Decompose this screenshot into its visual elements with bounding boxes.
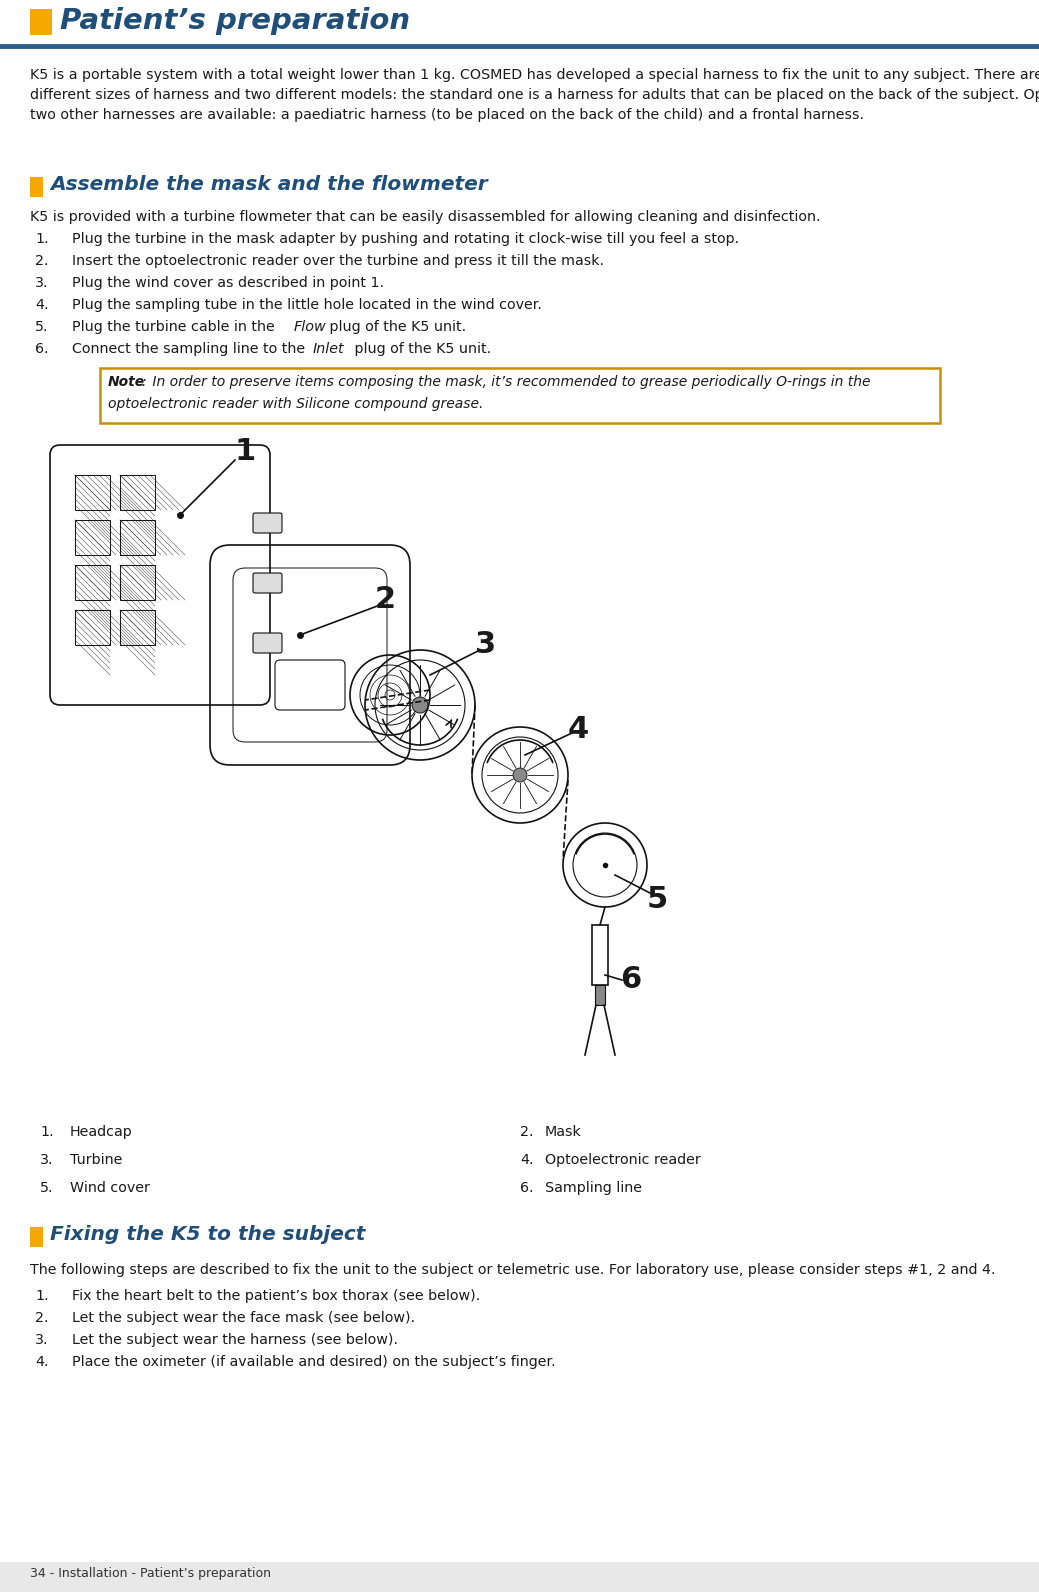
Text: Patient’s preparation: Patient’s preparation [60, 6, 410, 35]
Text: 1: 1 [235, 436, 257, 466]
Bar [75, 565, 110, 600]
Text: Turbine: Turbine [70, 1153, 123, 1167]
Text: Wind cover: Wind cover [70, 1181, 150, 1196]
Bar [30, 1227, 43, 1247]
Text: Note: Note [108, 376, 145, 388]
Text: Plug the wind cover as described in point 1.: Plug the wind cover as described in poin… [72, 275, 384, 290]
Bar [592, 925, 608, 985]
Text: Let the subject wear the harness (see below).: Let the subject wear the harness (see be… [72, 1333, 398, 1347]
Bar [119, 565, 155, 600]
Text: Flow: Flow [294, 320, 326, 334]
Text: 5: 5 [647, 885, 668, 914]
FancyBboxPatch shape [254, 573, 282, 592]
Text: 3: 3 [475, 630, 497, 659]
Text: Let the subject wear the face mask (see below).: Let the subject wear the face mask (see … [72, 1310, 416, 1325]
Text: :: : [141, 376, 145, 388]
Text: 3.: 3. [39, 1153, 53, 1167]
FancyBboxPatch shape [254, 513, 282, 533]
Text: K5 is provided with a turbine flowmeter that can be easily disassembled for allo: K5 is provided with a turbine flowmeter … [30, 210, 821, 224]
Circle shape [412, 697, 428, 713]
Text: Plug the turbine in the mask adapter by pushing and rotating it clock-wise till : Plug the turbine in the mask adapter by … [72, 232, 739, 247]
Text: 4.: 4. [520, 1153, 533, 1167]
Text: 6.: 6. [35, 342, 49, 357]
Bar [75, 610, 110, 645]
Text: 1.: 1. [39, 1126, 54, 1138]
Text: Connect the sampling line to the: Connect the sampling line to the [72, 342, 310, 357]
Text: optoelectronic reader with Silicone compound grease.: optoelectronic reader with Silicone comp… [108, 396, 483, 411]
Text: 3.: 3. [35, 275, 49, 290]
Bar [119, 610, 155, 645]
Text: Headcap: Headcap [70, 1126, 133, 1138]
Text: Sampling line: Sampling line [545, 1181, 642, 1196]
Text: Fixing the K5 to the subject: Fixing the K5 to the subject [50, 1224, 366, 1243]
Text: 5.: 5. [35, 320, 49, 334]
Text: 1.: 1. [35, 232, 49, 247]
Text: Plug the turbine cable in the: Plug the turbine cable in the [72, 320, 279, 334]
Text: 4.: 4. [35, 1355, 49, 1369]
Bar [100, 368, 940, 423]
Text: Optoelectronic reader: Optoelectronic reader [545, 1153, 700, 1167]
Text: The following steps are described to fix the unit to the subject or telemetric u: The following steps are described to fix… [30, 1262, 995, 1277]
Bar [75, 521, 110, 556]
Bar [30, 177, 43, 197]
Text: 4: 4 [568, 715, 589, 743]
Text: Inlet: Inlet [313, 342, 345, 357]
Text: 5.: 5. [39, 1181, 53, 1196]
Text: plug of the K5 unit.: plug of the K5 unit. [325, 320, 467, 334]
Text: In order to preserve items composing the mask, it’s recommended to grease period: In order to preserve items composing the… [148, 376, 871, 388]
Text: Assemble the mask and the flowmeter: Assemble the mask and the flowmeter [50, 175, 487, 194]
Text: 34 - Installation - Patient’s preparation: 34 - Installation - Patient’s preparatio… [30, 1567, 271, 1579]
Bar [75, 474, 110, 509]
Bar [119, 474, 155, 509]
Text: Place the oximeter (if available and desired) on the subject’s finger.: Place the oximeter (if available and des… [72, 1355, 556, 1369]
Text: plug of the K5 unit.: plug of the K5 unit. [350, 342, 491, 357]
Text: 2.: 2. [520, 1126, 533, 1138]
Text: 2: 2 [375, 584, 396, 615]
Bar [0, 1562, 1039, 1592]
Text: K5 is a portable system with a total weight lower than 1 kg. COSMED has develope: K5 is a portable system with a total wei… [30, 68, 1039, 123]
FancyBboxPatch shape [254, 634, 282, 653]
Text: Fix the heart belt to the patient’s box thorax (see below).: Fix the heart belt to the patient’s box … [72, 1290, 480, 1302]
Text: 2.: 2. [35, 255, 49, 267]
Bar [30, 10, 52, 35]
Bar [119, 521, 155, 556]
Text: Mask: Mask [545, 1126, 582, 1138]
Text: 3.: 3. [35, 1333, 49, 1347]
Bar [595, 985, 605, 1005]
Circle shape [513, 767, 527, 782]
Text: 4.: 4. [35, 298, 49, 312]
Text: Insert the optoelectronic reader over the turbine and press it till the mask.: Insert the optoelectronic reader over th… [72, 255, 604, 267]
Text: Plug the sampling tube in the little hole located in the wind cover.: Plug the sampling tube in the little hol… [72, 298, 542, 312]
Text: 6: 6 [620, 965, 641, 993]
Text: 2.: 2. [35, 1310, 49, 1325]
Text: 6.: 6. [520, 1181, 533, 1196]
Text: 1.: 1. [35, 1290, 49, 1302]
